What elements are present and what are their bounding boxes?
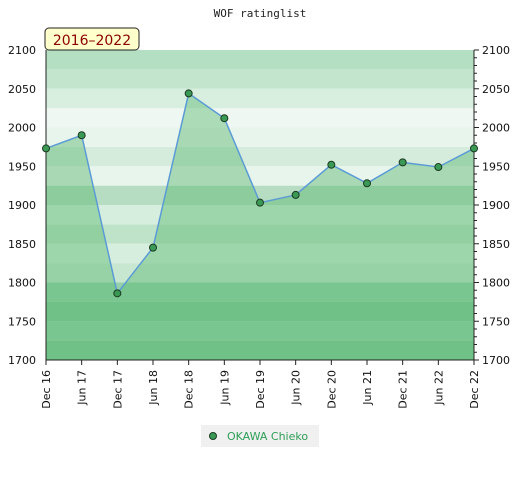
y-tick-label-left: 1700 [8,354,36,367]
y-axis-right: 1700 1750 1800 1850 1900 1950 2000 2050 2100 [473,44,510,367]
chart-title: WOF ratinglist [214,7,307,20]
x-tick-label: Dec 17 [111,370,124,409]
y-tick-label-right: 1900 [482,199,510,212]
legend-marker [209,432,217,440]
data-point [327,160,336,169]
y-tick-label-right: 2100 [482,44,510,57]
y-tick-label-right: 1950 [482,160,510,173]
data-point [434,163,443,172]
period-badge-text: 2016–2022 [53,33,131,49]
y-tick-label-left: 1750 [8,315,36,328]
band [46,146,474,167]
x-tick-label: Dec 21 [397,370,410,409]
band [46,88,474,109]
y-tick-label-left: 2050 [8,83,36,96]
y-tick-label-right: 1850 [482,238,510,251]
y-tick-label-left: 1950 [8,160,36,173]
data-point [149,243,157,252]
y-tick-label-left: 1850 [8,238,36,251]
legend-label: OKAWA Chieko [227,430,308,443]
x-tick-label: Dec 20 [325,370,338,409]
band [46,321,474,341]
data-point [291,190,300,199]
y-tick-label-left: 2000 [8,122,36,135]
x-tick-label: Jun 22 [432,370,445,406]
band [46,108,474,128]
x-tick-label: Jun 17 [76,370,89,406]
x-tick-label: Jun 20 [290,370,303,406]
y-tick-label-right: 1750 [482,315,510,328]
x-tick-label: Dec 22 [468,370,481,409]
x-tick-label: Dec 18 [183,370,196,409]
y-tick-label-left: 2100 [8,44,36,57]
band [46,127,474,147]
y-tick-label-right: 1700 [482,354,510,367]
y-tick-label-left: 1900 [8,199,36,212]
data-point [77,131,86,140]
x-tick-label: Dec 16 [40,370,53,409]
band [46,224,474,244]
data-point [363,179,371,188]
y-tick-label-right: 2000 [482,122,510,135]
data-point [42,144,50,153]
data-point [220,114,229,123]
x-tick-label: Jun 21 [361,370,374,406]
rating-area [46,93,474,361]
area-fill [46,93,474,361]
band [46,50,474,70]
data-point [184,89,193,98]
band [46,282,474,302]
band [46,185,474,205]
y-tick-label-right: 1800 [482,277,510,290]
series-points [42,89,478,298]
x-tick-label: Dec 19 [254,370,267,409]
data-point [113,289,122,298]
legend[interactable]: OKAWA Chieko [201,425,319,447]
band [46,69,474,89]
period-badge: 2016–2022 [44,27,140,51]
data-point [256,198,264,207]
y-tick-label-right: 2050 [482,83,510,96]
data-point [470,144,478,153]
x-tick-label: Jun 19 [218,370,231,406]
band [46,301,474,322]
background-bands [46,50,474,360]
x-tick-label: Jun 18 [147,370,160,406]
band [46,263,474,283]
y-tick-label-left: 1800 [8,277,36,290]
band [46,205,474,225]
y-axis-left: 1700 1750 1800 1850 1900 1950 2000 2050 2100 [8,44,47,367]
x-axis: Dec 16 Jun 17 Dec 17 Jun 18 Dec 18 Jun 19 Dec … [40,359,481,409]
band [46,340,474,360]
data-point [398,158,407,167]
